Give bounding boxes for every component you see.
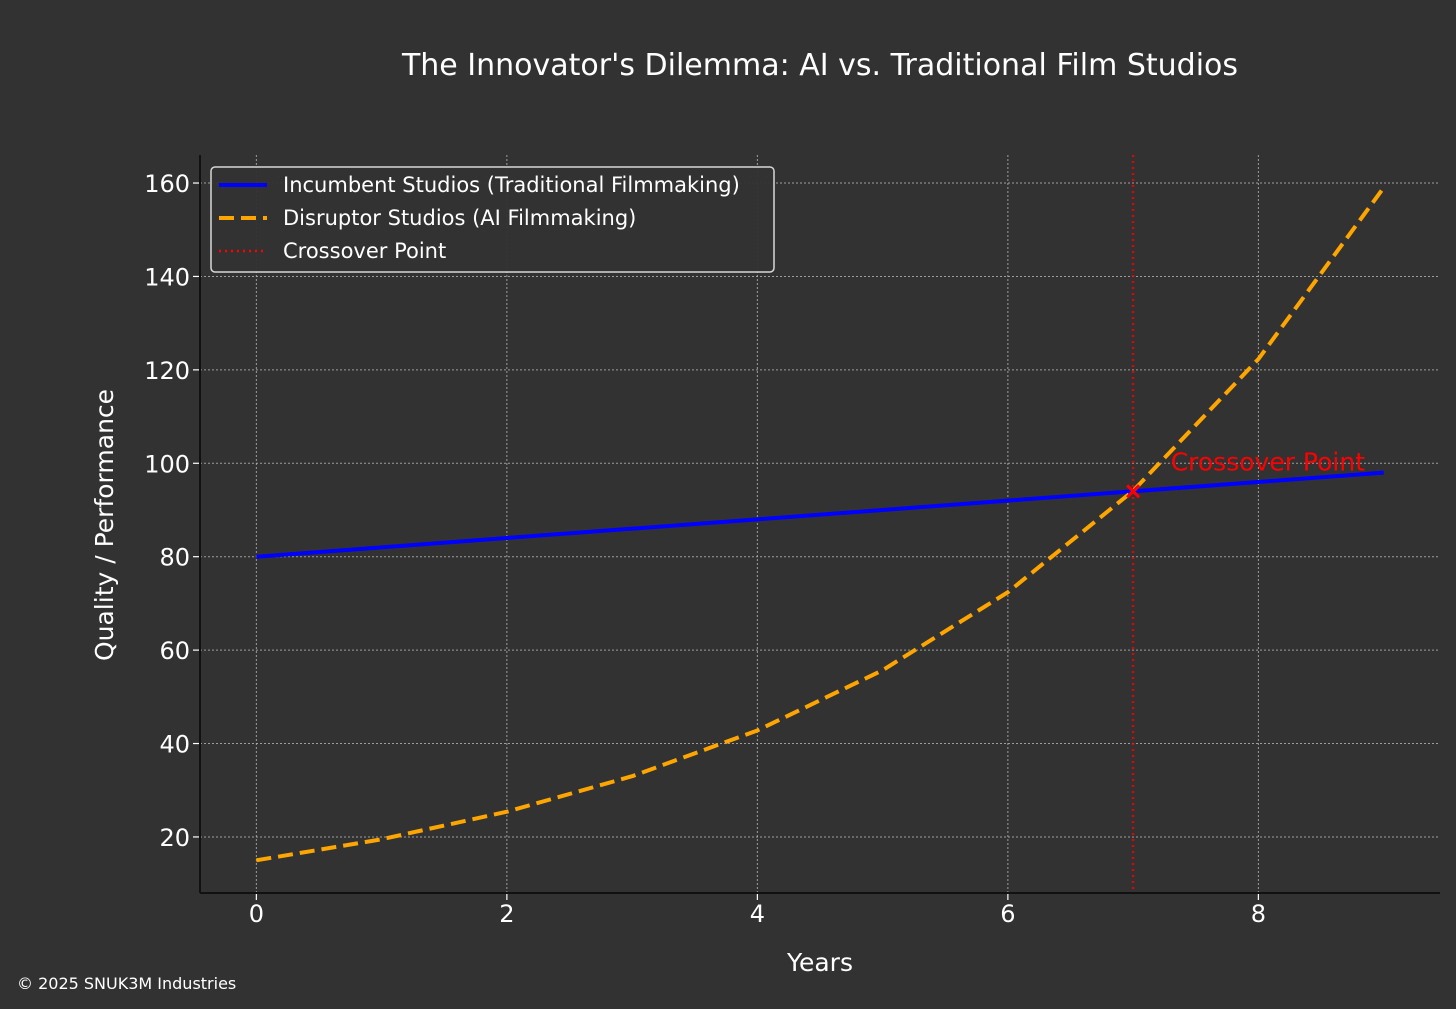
incumbent-series-line xyxy=(256,470,1384,559)
y-tick-label: 160 xyxy=(144,170,190,198)
y-tick-label: 20 xyxy=(159,824,190,852)
crossover-annotation: Crossover Point xyxy=(1171,447,1365,476)
x-tick-label: 0 xyxy=(249,900,264,928)
y-tick-label: 140 xyxy=(144,263,190,291)
chart-title: The Innovator's Dilemma: AI vs. Traditio… xyxy=(401,48,1238,83)
disruptor-series-line xyxy=(256,186,1386,863)
y-tick-label: 100 xyxy=(144,450,190,478)
crossover-marker-stroke xyxy=(1126,484,1141,499)
legend-label: Disruptor Studios (AI Filmmaking) xyxy=(283,206,636,230)
annotation-layer: Crossover Point xyxy=(1126,155,1365,893)
y-axis-label: Quality / Performance xyxy=(90,389,119,661)
y-tick-label: 80 xyxy=(159,544,190,572)
y-tick-label: 120 xyxy=(144,357,190,385)
crossover-marker xyxy=(1126,484,1141,499)
y-tick-label: 40 xyxy=(159,731,190,759)
x-tick-label: 2 xyxy=(499,900,514,928)
series-layer xyxy=(256,186,1386,863)
copyright-text: © 2025 SNUK3M Industries xyxy=(17,974,237,993)
grid-layer xyxy=(200,155,1440,893)
y-tick-label: 60 xyxy=(159,637,190,665)
legend-box xyxy=(210,166,775,273)
x-tick-label: 6 xyxy=(1000,900,1015,928)
legend-label: Incumbent Studios (Traditional Filmmakin… xyxy=(283,173,740,197)
x-tick-label: 8 xyxy=(1251,900,1266,928)
legend-layer: Incumbent Studios (Traditional Filmmakin… xyxy=(210,166,775,273)
axes-layer: 0 2 4 6 8 20 40 60 80 100 120 140 160 xyxy=(144,155,1440,928)
x-axis-label: Years xyxy=(786,948,853,977)
x-tick-label: 4 xyxy=(750,900,765,928)
legend-label: Crossover Point xyxy=(283,239,446,263)
